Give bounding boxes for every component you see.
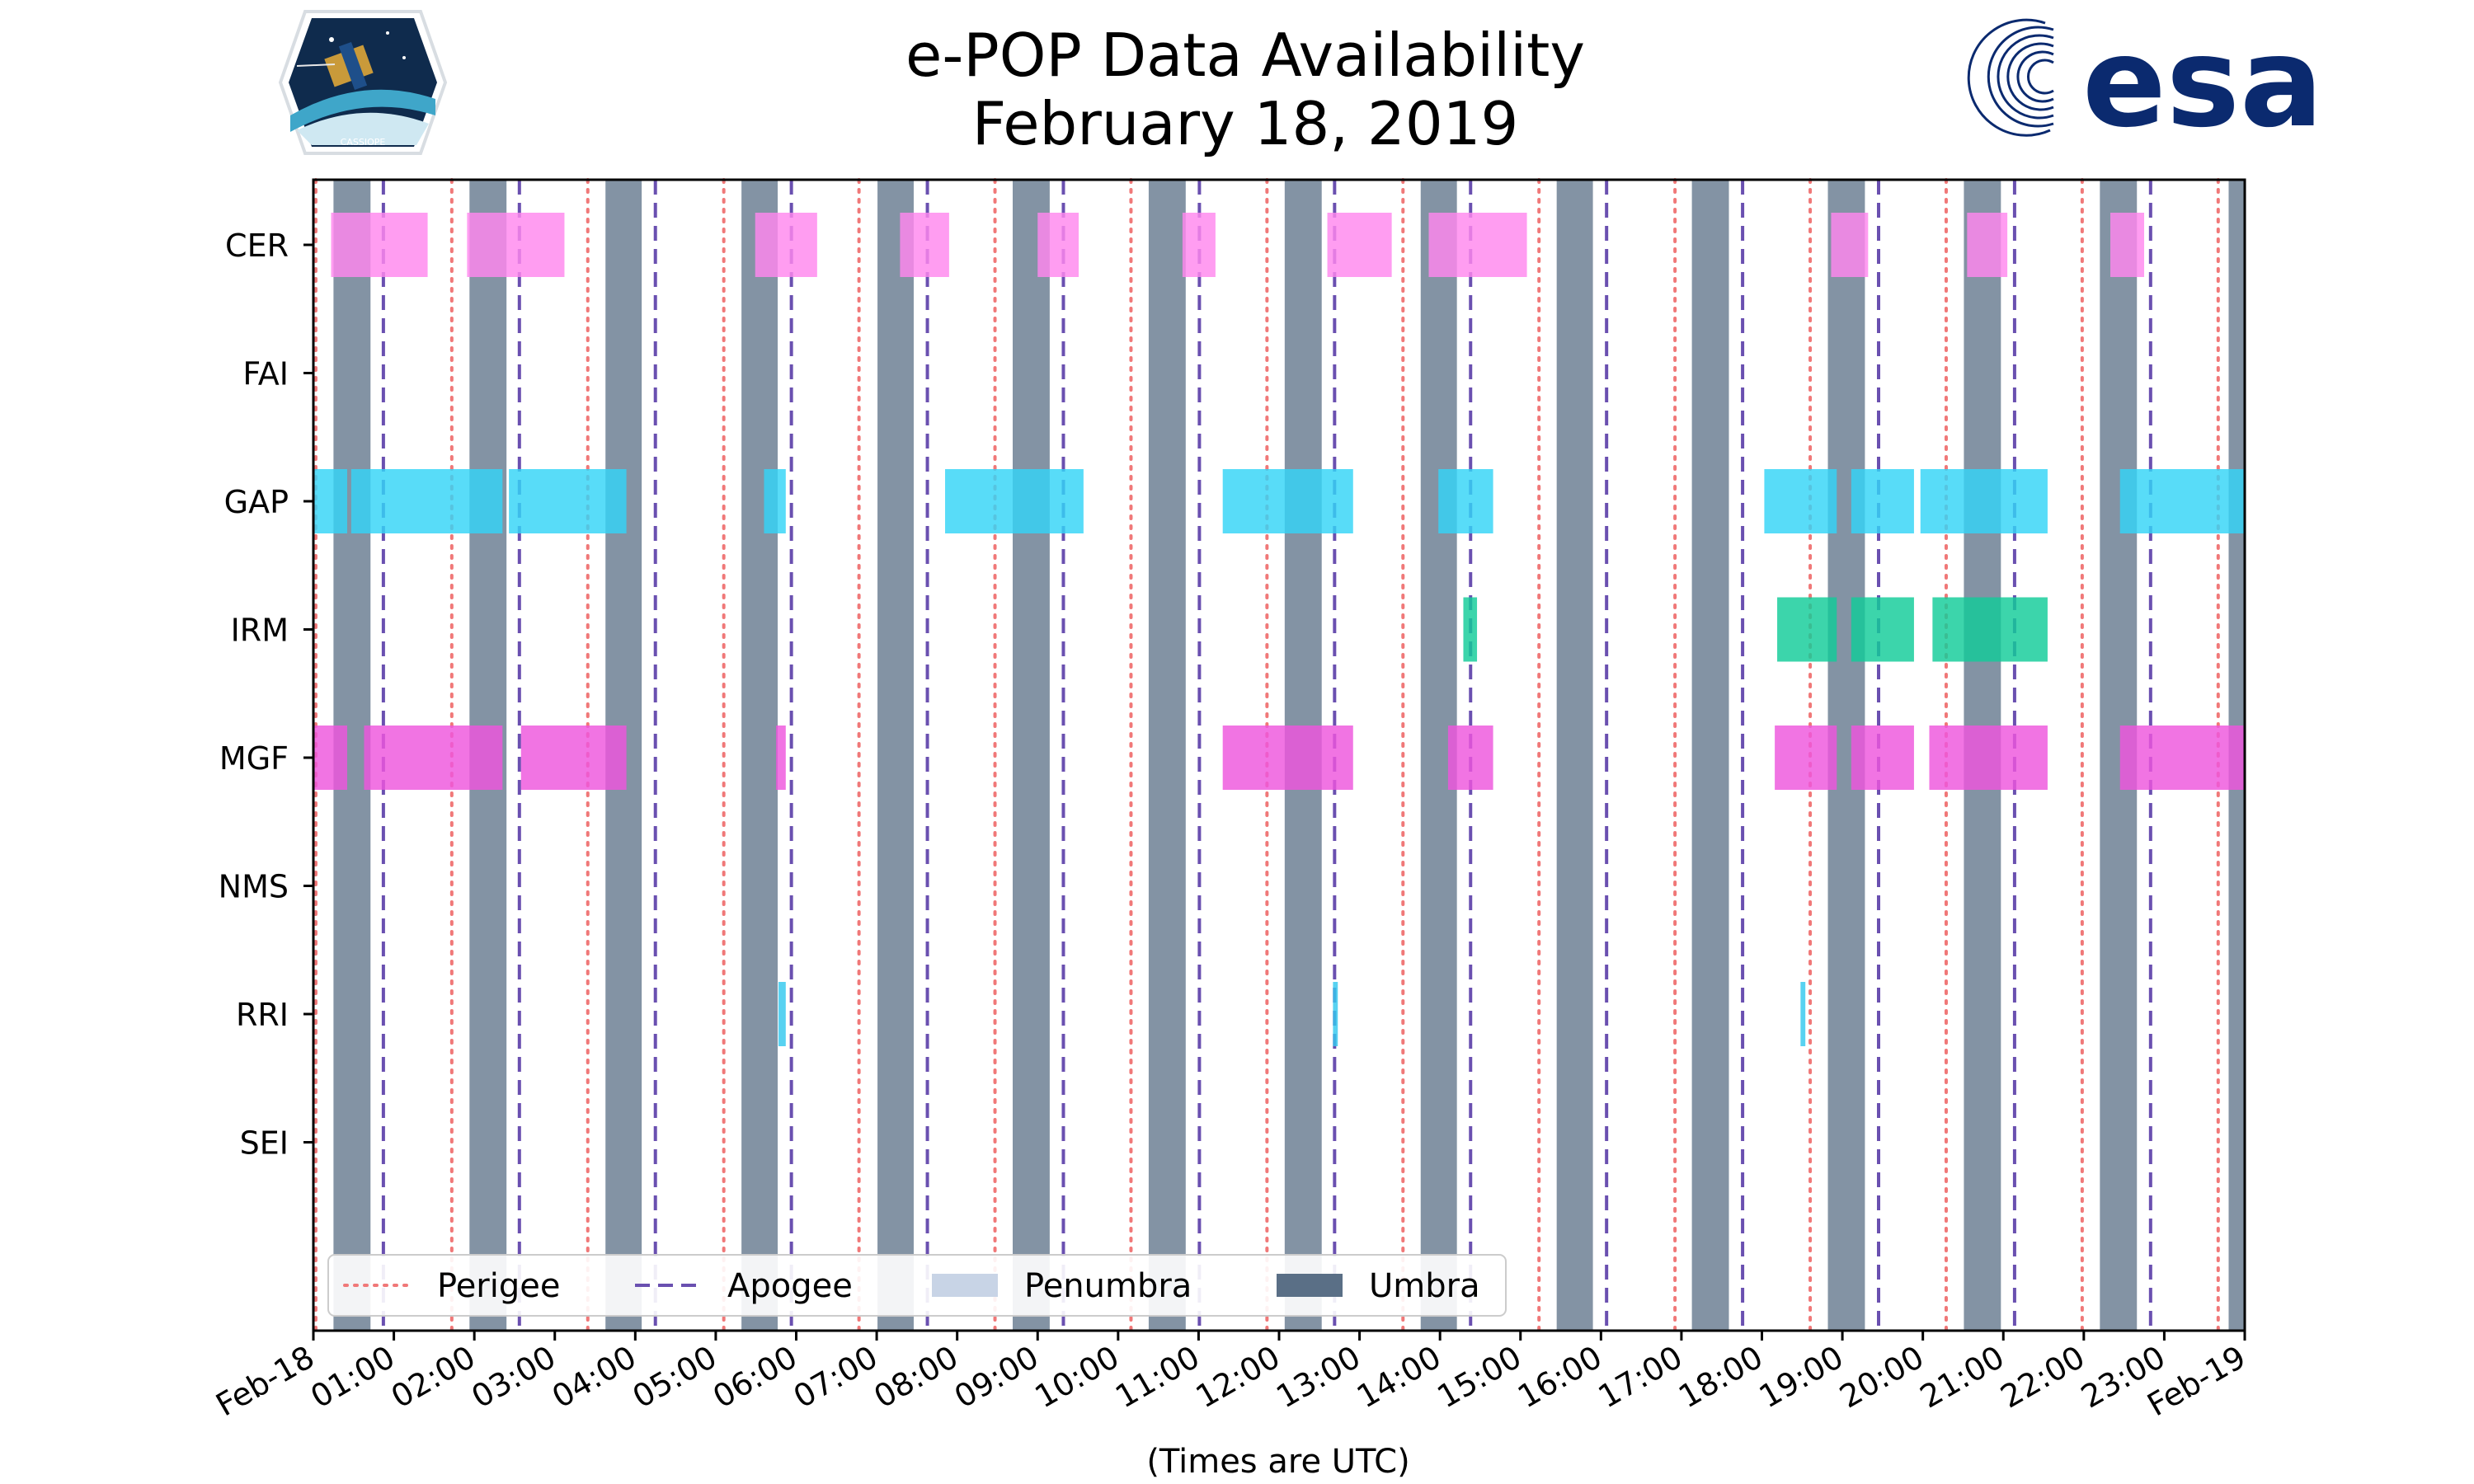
y-axis: CER FAI GAP IRM MGF NMS RRI SEI: [219, 228, 313, 1162]
availability-bar-gap: [350, 469, 503, 533]
umbra-band: [1148, 180, 1186, 1331]
x-tick-label: 16:00: [1512, 1339, 1608, 1416]
legend-box: [327, 1254, 1507, 1317]
availability-bar-cer: [1327, 213, 1392, 277]
availability-bar-gap: [1222, 469, 1353, 533]
availability-bar-irm: [1932, 597, 2048, 662]
x-tick-label: 05:00: [627, 1339, 723, 1416]
availability-bar-mgf: [1447, 726, 1493, 790]
availability-bar-irm: [1777, 597, 1837, 662]
availability-bar-gap: [1438, 469, 1493, 533]
x-tick-label: 02:00: [385, 1339, 482, 1416]
availability-bar-cer: [2110, 213, 2145, 277]
availability-bar-cer: [1182, 213, 1216, 277]
legend: Perigee Apogee Penumbra Umbra: [327, 1254, 1507, 1317]
availability-bar-gap: [1920, 469, 2048, 533]
availability-bar-rri: [778, 982, 786, 1046]
availability-bar-mgf: [364, 726, 503, 790]
x-axis-label: (Times are UTC): [1146, 1443, 1409, 1481]
apogee-lines: [381, 180, 2152, 1331]
x-tick-label: 21:00: [1914, 1339, 2011, 1416]
x-tick-label: 19:00: [1753, 1339, 1850, 1416]
availability-bar-cer: [1428, 213, 1527, 277]
cassiope-mission-logo: CASSIOPE: [278, 10, 448, 155]
availability-bar-gap: [1764, 469, 1837, 533]
legend-label: Penumbra: [1024, 1267, 1192, 1305]
umbra-band: [1691, 180, 1729, 1331]
x-tick-label: 01:00: [304, 1339, 401, 1416]
legend-penumbra-swatch: [932, 1274, 998, 1297]
legend-label: Umbra: [1369, 1267, 1480, 1305]
y-tick-label: RRI: [236, 997, 289, 1033]
availability-bar-mgf: [1222, 726, 1353, 790]
esa-wordmark: esa: [2082, 12, 2323, 155]
cassiope-logo-text: CASSIOPE: [341, 137, 386, 148]
umbra-band: [1556, 180, 1593, 1331]
x-tick-label: 03:00: [465, 1339, 562, 1416]
x-axis: Feb-1801:0002:0003:0004:0005:0006:0007:0…: [209, 1331, 2252, 1424]
availability-bar-cer: [1037, 213, 1079, 277]
x-tick-label: 13:00: [1270, 1339, 1366, 1416]
availability-bar-mgf: [313, 726, 347, 790]
availability-bar-mgf: [520, 726, 627, 790]
y-tick-label: FAI: [242, 356, 289, 392]
y-tick-label: CER: [225, 228, 289, 264]
x-tick-label: 10:00: [1028, 1339, 1125, 1416]
umbra-band: [741, 180, 778, 1331]
y-tick-label: NMS: [219, 869, 289, 905]
x-tick-label: 14:00: [1351, 1339, 1447, 1416]
legend-label: Perigee: [437, 1267, 560, 1305]
x-tick-label: 22:00: [1994, 1339, 2091, 1416]
y-tick-label: MGF: [219, 740, 289, 777]
plot-area: CER FAI GAP IRM MGF NMS RRI SEI Feb-1801:0002:0…: [209, 178, 2252, 1424]
x-tick-label: 18:00: [1672, 1339, 1769, 1416]
availability-bar-cer: [900, 213, 949, 277]
x-tick-label: 06:00: [707, 1339, 803, 1416]
availability-bar-rri: [1333, 982, 1338, 1046]
x-tick-label: 15:00: [1431, 1339, 1527, 1416]
availability-bar-cer: [1967, 213, 2008, 277]
availability-bar-gap: [1851, 469, 1914, 533]
x-tick-label: 08:00: [868, 1339, 964, 1416]
chart-title: e-POP Data Availability: [905, 21, 1585, 90]
umbra-band: [877, 180, 914, 1331]
legend-umbra-swatch: [1277, 1274, 1343, 1297]
availability-bar-gap: [2119, 469, 2245, 533]
availability-bar-cer: [1831, 213, 1869, 277]
availability-bar-mgf: [776, 726, 786, 790]
availability-bars: [313, 213, 2245, 1046]
x-tick-label: 17:00: [1592, 1339, 1689, 1416]
x-tick-label: 04:00: [546, 1339, 642, 1416]
availability-bar-mgf: [1851, 726, 1914, 790]
availability-bar-irm: [1851, 597, 1914, 662]
availability-bar-mgf: [1929, 726, 2048, 790]
availability-bar-gap: [313, 469, 347, 533]
y-tick-label: IRM: [231, 613, 289, 649]
availability-bar-gap: [945, 469, 1084, 533]
availability-bar-cer: [467, 213, 565, 277]
y-tick-label: GAP: [224, 484, 289, 520]
x-tick-label: 07:00: [788, 1339, 884, 1416]
y-tick-label: SEI: [240, 1125, 289, 1162]
availability-bar-irm: [1463, 597, 1478, 662]
availability-bar-gap: [509, 469, 627, 533]
chart-subtitle: February 18, 2019: [972, 89, 1519, 158]
x-tick-label: Feb-18: [209, 1339, 320, 1424]
availability-bar-mgf: [2119, 726, 2245, 790]
esa-logo: esa: [1967, 12, 2323, 155]
x-tick-label: 09:00: [948, 1339, 1045, 1416]
availability-bar-gap: [764, 469, 786, 533]
umbra-band: [1012, 180, 1050, 1331]
umbra-bands: [333, 180, 2245, 1331]
x-tick-label: 11:00: [1109, 1339, 1206, 1416]
availability-bar-cer: [755, 213, 817, 277]
x-tick-label: 12:00: [1190, 1339, 1286, 1416]
availability-bar-cer: [331, 213, 428, 277]
legend-label: Apogee: [727, 1267, 853, 1305]
availability-bar-mgf: [1775, 726, 1837, 790]
availability-bar-rri: [1800, 982, 1806, 1046]
x-tick-label: 20:00: [1833, 1339, 1930, 1416]
